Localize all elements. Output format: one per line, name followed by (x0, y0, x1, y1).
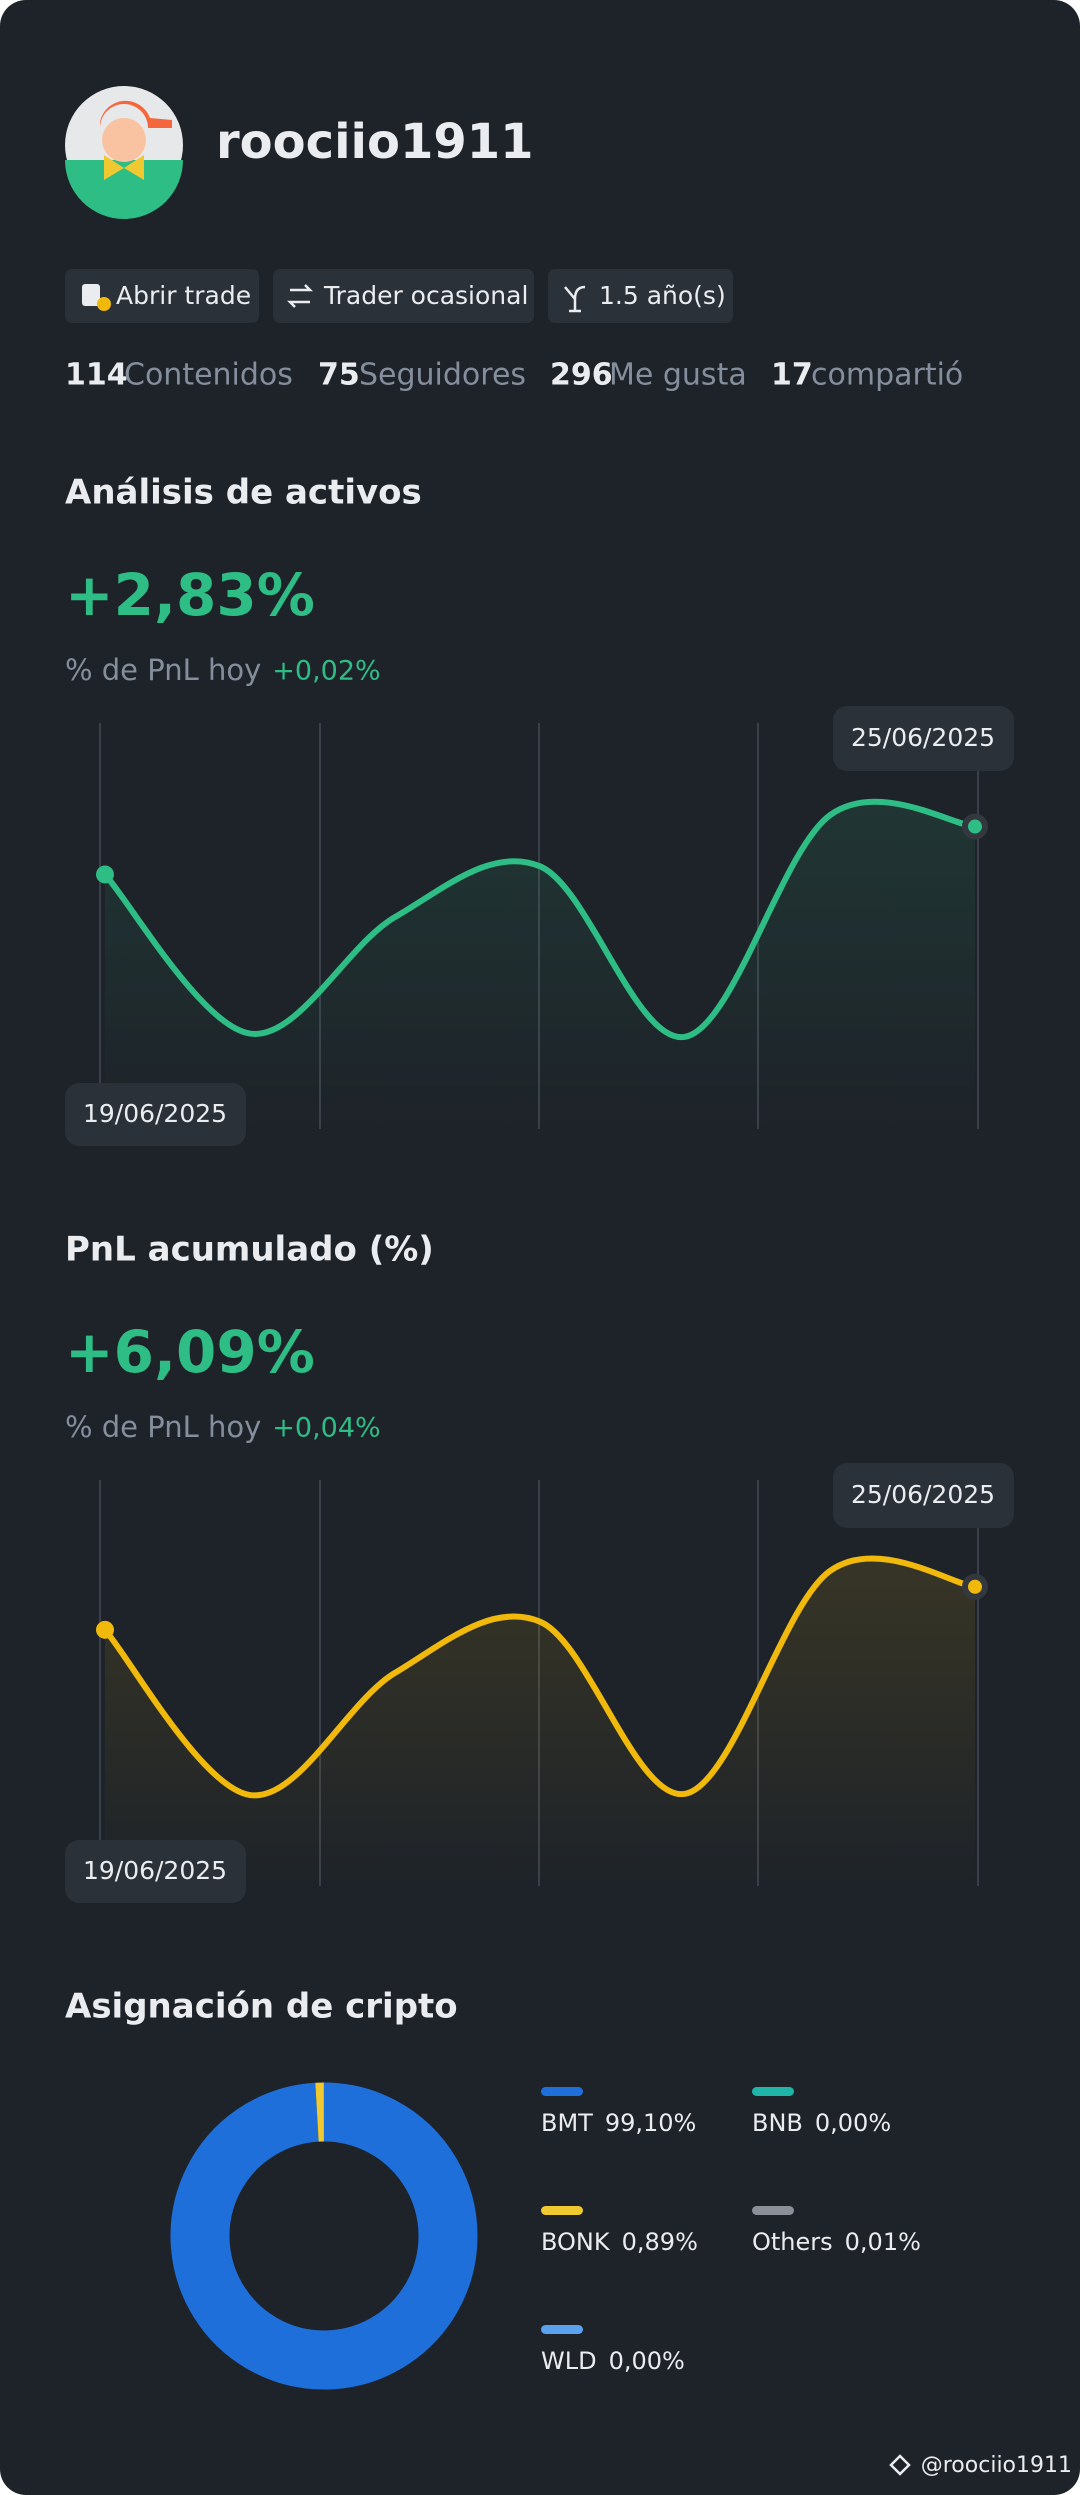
area (105, 801, 975, 1129)
legend-swatch (752, 2087, 794, 2096)
legend-swatch (541, 2087, 583, 2096)
stat-value: 296 (550, 358, 613, 393)
line (102, 798, 976, 1040)
donut-segment (170, 2082, 478, 2390)
legend-name: BNB (752, 2109, 803, 2137)
legend-name: WLD (541, 2347, 597, 2375)
tag: Abrir trade (116, 281, 251, 310)
tag: 1.5 año(s) (599, 281, 726, 310)
stat-label: Me gusta (609, 358, 747, 393)
watermark (889, 2454, 911, 2476)
subtitle: % de PnL hoy (65, 1410, 261, 1444)
legend-swatch (541, 2206, 583, 2215)
legend-value: 0,01% (845, 2228, 921, 2256)
date-tooltip (65, 1840, 246, 1903)
stat-label: Contenidos (124, 358, 293, 393)
legend-value: 99,10% (605, 2109, 697, 2137)
stat-value: 17 (771, 358, 813, 393)
end-date: 25/06/2025 (851, 1480, 995, 1509)
stat-value: 114 (65, 358, 128, 393)
date-tooltip (65, 1083, 246, 1146)
stat-value: 75 (318, 358, 360, 393)
date-tooltip (833, 706, 1014, 771)
legend-name: Others (752, 2228, 833, 2256)
legend-name: BMT (541, 2109, 593, 2137)
change: +0,02% (272, 656, 380, 687)
tags (65, 269, 733, 323)
legend-value: 0,00% (815, 2109, 891, 2137)
legend-value: 0,89% (622, 2228, 698, 2256)
stat-label: Seguidores (359, 358, 526, 393)
end-date: 25/06/2025 (851, 723, 995, 752)
watermark-text: @roociio1911 (921, 2453, 1072, 2478)
area (105, 1558, 975, 1886)
section-title: Análisis de activos (65, 473, 422, 513)
start-point (96, 865, 114, 884)
start-date: 19/06/2025 (83, 1856, 227, 1885)
legend-value: 0,00% (609, 2347, 685, 2375)
line (102, 1555, 976, 1799)
stats: 114 Contenidos 75 Seguidores 296 Me gust… (65, 358, 963, 393)
change: +0,04% (272, 1413, 380, 1444)
headline-value: +6,09% (65, 1318, 315, 1386)
section-title: PnL acumulado (%) (65, 1230, 434, 1270)
end-point (962, 813, 988, 840)
legend-swatch (752, 2206, 794, 2215)
headline-value: +2,83% (65, 561, 315, 629)
username: roociio1911 (216, 114, 534, 170)
legend-name: BONK (541, 2228, 611, 2256)
section-title: Asignación de cripto (65, 1987, 458, 2027)
avatar (65, 86, 183, 219)
subtitle: % de PnL hoy (65, 653, 261, 687)
date-tooltip (833, 1463, 1014, 1528)
stat-label: compartió (811, 358, 963, 393)
start-point (96, 1620, 114, 1639)
start-date: 19/06/2025 (83, 1099, 227, 1128)
tag: Trader ocasional (323, 281, 528, 310)
end-point (962, 1573, 988, 1600)
legend-swatch (541, 2325, 583, 2334)
